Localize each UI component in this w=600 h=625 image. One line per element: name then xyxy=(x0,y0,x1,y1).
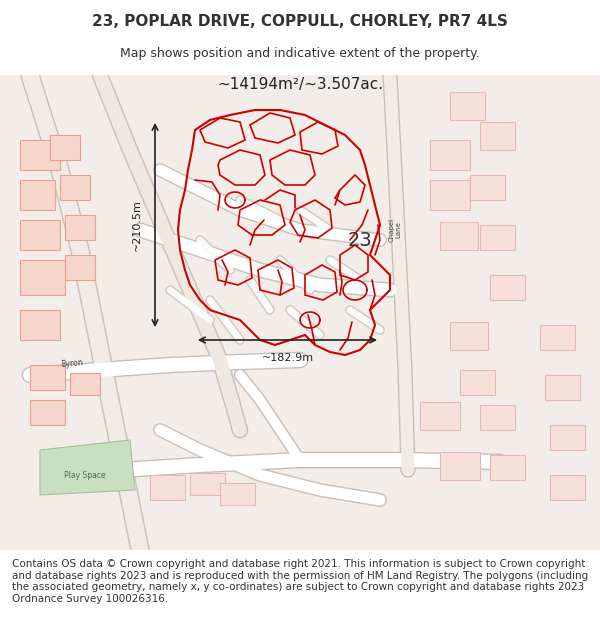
Polygon shape xyxy=(450,322,488,350)
Polygon shape xyxy=(20,220,60,250)
Polygon shape xyxy=(450,92,485,120)
Polygon shape xyxy=(550,425,585,450)
Polygon shape xyxy=(490,275,525,300)
Polygon shape xyxy=(190,473,225,495)
Polygon shape xyxy=(470,175,505,200)
Polygon shape xyxy=(480,405,515,430)
Polygon shape xyxy=(430,140,470,170)
Polygon shape xyxy=(30,400,65,425)
Polygon shape xyxy=(20,140,60,170)
Polygon shape xyxy=(65,255,95,280)
Polygon shape xyxy=(65,215,95,240)
Polygon shape xyxy=(440,222,478,250)
Text: ~14194m²/~3.507ac.: ~14194m²/~3.507ac. xyxy=(217,78,383,92)
Polygon shape xyxy=(460,370,495,395)
Polygon shape xyxy=(540,325,575,350)
Polygon shape xyxy=(480,225,515,250)
Polygon shape xyxy=(20,180,55,210)
Polygon shape xyxy=(40,440,135,495)
Polygon shape xyxy=(420,402,460,430)
Polygon shape xyxy=(430,180,470,210)
Polygon shape xyxy=(480,122,515,150)
Polygon shape xyxy=(70,373,100,395)
Text: Byron: Byron xyxy=(61,359,83,369)
Polygon shape xyxy=(150,475,185,500)
Polygon shape xyxy=(490,455,525,480)
Text: Contains OS data © Crown copyright and database right 2021. This information is : Contains OS data © Crown copyright and d… xyxy=(12,559,588,604)
Text: Map shows position and indicative extent of the property.: Map shows position and indicative extent… xyxy=(120,48,480,61)
Text: 23, POPLAR DRIVE, COPPULL, CHORLEY, PR7 4LS: 23, POPLAR DRIVE, COPPULL, CHORLEY, PR7 … xyxy=(92,14,508,29)
Text: ~210.5m: ~210.5m xyxy=(132,199,142,251)
Polygon shape xyxy=(220,483,255,505)
Text: Chapel
Lane: Chapel Lane xyxy=(389,218,401,242)
Polygon shape xyxy=(30,365,65,390)
Polygon shape xyxy=(545,375,580,400)
Polygon shape xyxy=(440,452,480,480)
Text: 23: 23 xyxy=(347,231,373,249)
Polygon shape xyxy=(50,135,80,160)
Polygon shape xyxy=(550,475,585,500)
Text: Play Space: Play Space xyxy=(64,471,106,479)
Polygon shape xyxy=(20,310,60,340)
Text: ~182.9m: ~182.9m xyxy=(262,353,314,363)
Polygon shape xyxy=(20,260,65,295)
Polygon shape xyxy=(60,175,90,200)
